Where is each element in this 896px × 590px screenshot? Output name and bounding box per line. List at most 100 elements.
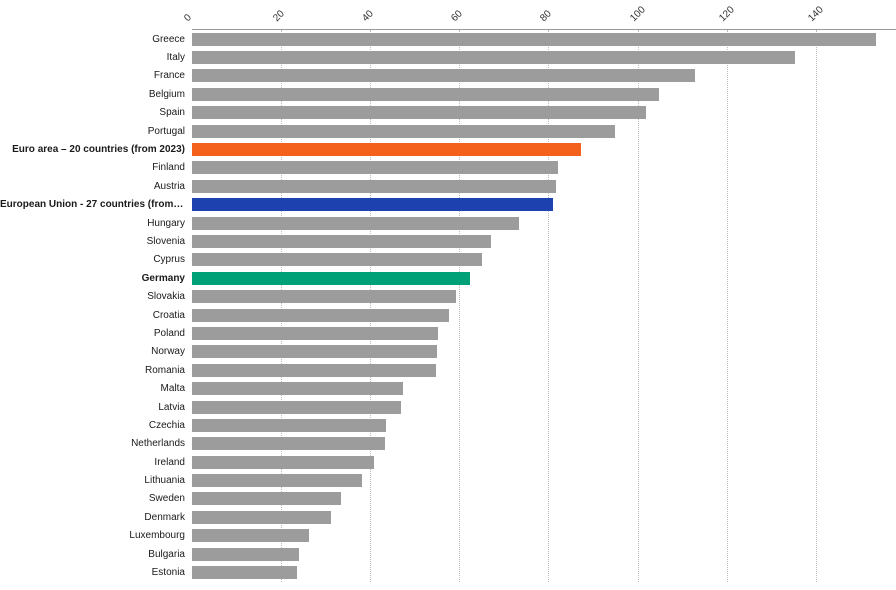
category-label: Estonia: [151, 567, 185, 579]
category-label: Austria: [153, 180, 185, 192]
category-label: Cyprus: [153, 254, 185, 266]
bar-track: [192, 529, 896, 543]
bar-row: Czechia: [0, 416, 896, 434]
bar-track: [192, 32, 896, 46]
category-label: Lithuania: [144, 475, 185, 487]
bar: [192, 51, 795, 65]
axis-spacer: [0, 0, 192, 30]
category-label: Czechia: [148, 419, 185, 431]
bar-track: [192, 418, 896, 432]
bar: [192, 308, 449, 322]
bar-row: Italy: [0, 48, 896, 66]
bar: [192, 179, 557, 193]
bar-row: Greece: [0, 30, 896, 48]
bar: [192, 437, 385, 451]
bar-row: European Union - 27 countries (from 20…: [0, 196, 896, 214]
category-label: Germany: [141, 272, 185, 284]
bar-track: [192, 345, 896, 359]
category-label: Romania: [144, 364, 185, 376]
axis-tick-label: 60: [449, 8, 466, 24]
bar-track: [192, 492, 896, 506]
category-label: Bulgaria: [148, 548, 185, 560]
bar-track: [192, 198, 896, 212]
bar-track: [192, 69, 896, 83]
category-label: Euro area – 20 countries (from 2023): [12, 144, 185, 156]
bar-row: Latvia: [0, 398, 896, 416]
bar-track: [192, 253, 896, 267]
category-label: Hungary: [147, 217, 185, 229]
category-label: Spain: [159, 107, 185, 119]
bar-row: Belgium: [0, 85, 896, 103]
bar: [192, 566, 298, 580]
bar: [192, 216, 520, 230]
bar-track: [192, 290, 896, 304]
bar: [192, 32, 877, 46]
bar: [192, 198, 553, 212]
bar-row: Spain: [0, 104, 896, 122]
bar-row: Bulgaria: [0, 545, 896, 563]
bar-row: Estonia: [0, 563, 896, 581]
bar-row: Germany: [0, 269, 896, 287]
axis-tick-label: 120: [716, 4, 737, 24]
bar-track: [192, 400, 896, 414]
bar-rows: Greece Italy France Belgium Spain Portugal Eur…: [0, 30, 896, 590]
bar-track: [192, 363, 896, 377]
bar: [192, 474, 363, 488]
bar-row: Croatia: [0, 306, 896, 324]
category-label: Croatia: [152, 309, 185, 321]
category-label: Italy: [166, 52, 185, 64]
bar-row: Hungary: [0, 214, 896, 232]
bar: [192, 143, 582, 157]
bar-track: [192, 271, 896, 285]
axis-tick-label: 140: [806, 4, 826, 24]
bar-track: [192, 326, 896, 340]
bar-track: [192, 161, 896, 175]
bar-row: Sweden: [0, 490, 896, 508]
bar-track: [192, 87, 896, 101]
x-axis-row: 0 20 40 60 80 100 120 140: [0, 0, 896, 30]
category-label: European Union - 27 countries (from 20…: [0, 199, 192, 211]
bar: [192, 234, 491, 248]
bar-row: Luxembourg: [0, 527, 896, 545]
bar-track: [192, 566, 896, 580]
bar-track: [192, 474, 896, 488]
bar: [192, 455, 375, 469]
bar: [192, 124, 615, 138]
bar: [192, 253, 482, 267]
bar: [192, 400, 401, 414]
bar-row: Norway: [0, 343, 896, 361]
bar-track: [192, 124, 896, 138]
bar-row: Lithuania: [0, 471, 896, 489]
bar: [192, 69, 696, 83]
category-label: Belgium: [148, 88, 185, 100]
bar-track: [192, 308, 896, 322]
bar: [192, 363, 437, 377]
category-label: Norway: [151, 346, 185, 358]
bar-row: Ireland: [0, 453, 896, 471]
category-label: Latvia: [158, 401, 185, 413]
bar-track: [192, 382, 896, 396]
bar-row: Slovenia: [0, 232, 896, 250]
bar-row: Finland: [0, 159, 896, 177]
bar-track: [192, 51, 896, 65]
bar-row: France: [0, 67, 896, 85]
category-label: Sweden: [148, 493, 185, 505]
axis-tick-label: 100: [627, 4, 648, 24]
bar-row: Slovakia: [0, 287, 896, 305]
category-label: Slovakia: [147, 291, 185, 303]
category-label: France: [153, 70, 185, 82]
bar-row: Austria: [0, 177, 896, 195]
bar-track: [192, 216, 896, 230]
bar-row: Romania: [0, 361, 896, 379]
bar-track: [192, 179, 896, 193]
bar-track: [192, 455, 896, 469]
bar: [192, 87, 659, 101]
category-label: Poland: [153, 327, 185, 339]
bar: [192, 382, 404, 396]
bar: [192, 510, 331, 524]
bar-track: [192, 234, 896, 248]
category-label: Malta: [160, 383, 185, 395]
category-label: Ireland: [154, 456, 185, 468]
bar-track: [192, 143, 896, 157]
